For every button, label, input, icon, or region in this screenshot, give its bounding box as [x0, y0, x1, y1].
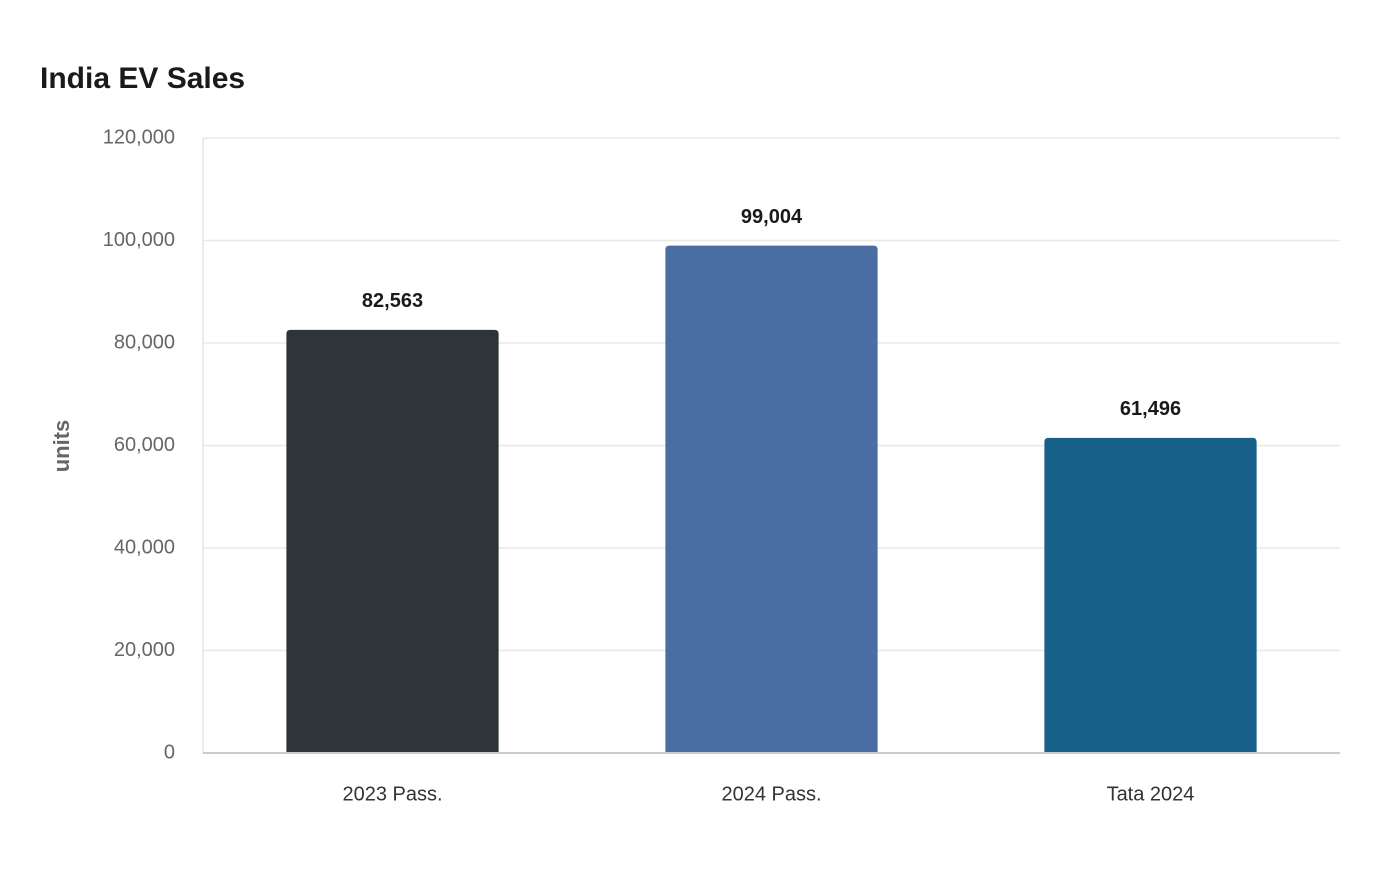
value-label: 82,563 [362, 290, 423, 312]
y-tick-label: 100,000 [103, 229, 175, 251]
value-label: 99,004 [741, 206, 803, 228]
y-axis-label: units [49, 420, 74, 473]
y-tick-label: 20,000 [114, 639, 175, 661]
x-tick-label: 2023 Pass. [342, 783, 442, 805]
chart-title: India EV Sales [40, 62, 245, 95]
y-tick-label: 60,000 [114, 434, 175, 456]
y-tick-label: 0 [164, 741, 175, 763]
x-tick-label: Tata 2024 [1107, 783, 1195, 805]
y-tick-label: 120,000 [103, 126, 175, 148]
x-tick-label: 2024 Pass. [721, 783, 821, 805]
bar [286, 329, 499, 753]
bar [665, 245, 878, 754]
y-tick-label: 40,000 [114, 536, 175, 558]
value-label: 61,496 [1120, 398, 1181, 420]
bar [1044, 437, 1257, 753]
y-tick-label: 80,000 [114, 331, 175, 353]
